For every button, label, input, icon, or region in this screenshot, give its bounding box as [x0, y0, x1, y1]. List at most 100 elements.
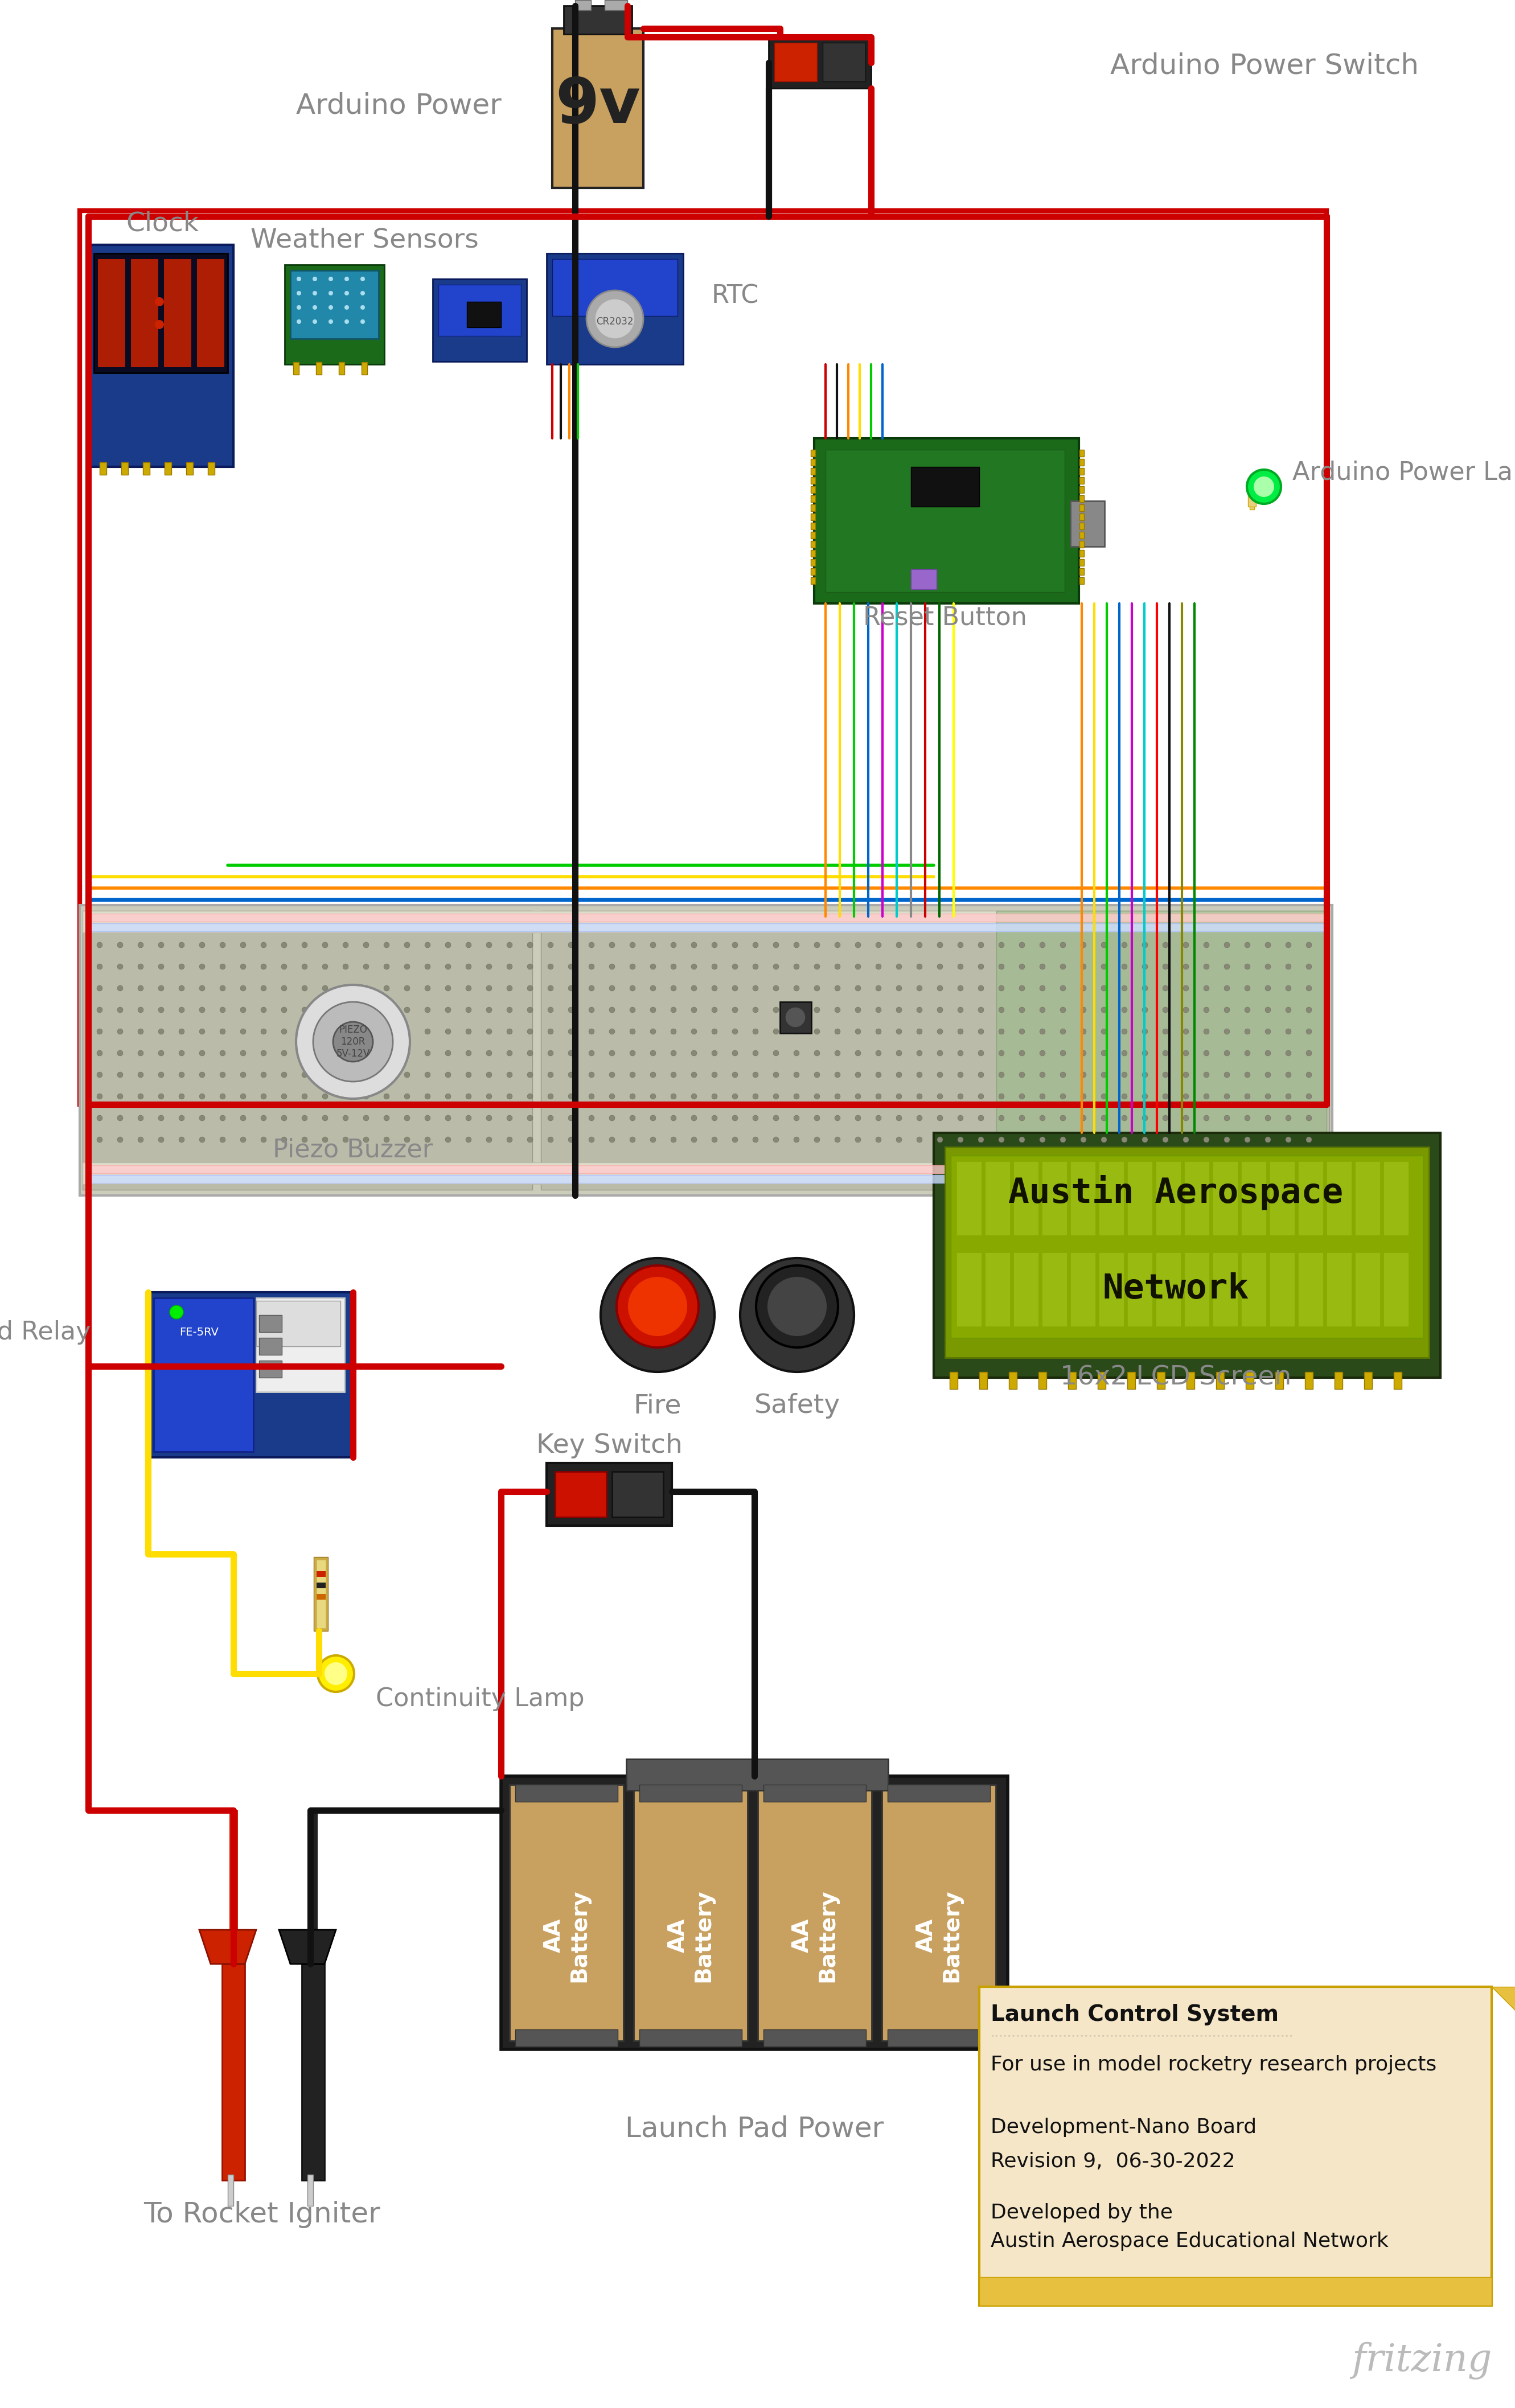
Circle shape — [506, 942, 512, 949]
Bar — [285, 265, 385, 364]
Circle shape — [998, 963, 1004, 970]
Circle shape — [1121, 1137, 1127, 1141]
Circle shape — [465, 1050, 471, 1057]
Circle shape — [753, 1050, 759, 1057]
Circle shape — [1060, 1072, 1065, 1079]
Bar — [564, 5, 632, 34]
Circle shape — [179, 1007, 185, 1014]
Bar — [1354, 1252, 1380, 1327]
Circle shape — [179, 985, 185, 992]
Circle shape — [383, 1137, 389, 1141]
Circle shape — [1244, 942, 1250, 949]
Circle shape — [200, 1115, 205, 1120]
Circle shape — [1121, 1115, 1127, 1120]
Circle shape — [876, 985, 882, 992]
Circle shape — [1286, 985, 1291, 992]
Circle shape — [938, 1137, 942, 1141]
Circle shape — [1020, 1115, 1024, 1120]
Circle shape — [1039, 963, 1045, 970]
Circle shape — [671, 1072, 676, 1079]
Bar — [956, 1161, 982, 1235]
Circle shape — [342, 1115, 348, 1120]
Circle shape — [1244, 1072, 1250, 1079]
Bar — [985, 1252, 1011, 1327]
Circle shape — [1039, 1050, 1045, 1057]
Circle shape — [1203, 942, 1209, 949]
Circle shape — [1286, 942, 1291, 949]
Circle shape — [301, 985, 308, 992]
Circle shape — [897, 1007, 901, 1014]
Circle shape — [301, 963, 308, 970]
Bar — [433, 279, 527, 361]
Circle shape — [323, 1072, 327, 1079]
Circle shape — [854, 1072, 861, 1079]
Circle shape — [794, 985, 800, 992]
Circle shape — [957, 1137, 964, 1141]
Bar — [811, 542, 815, 547]
Circle shape — [465, 1007, 471, 1014]
Bar — [780, 1002, 812, 1033]
Circle shape — [1183, 985, 1189, 992]
Circle shape — [506, 1072, 512, 1079]
Bar — [208, 462, 215, 474]
Circle shape — [979, 942, 983, 949]
Circle shape — [814, 1115, 820, 1120]
Circle shape — [486, 985, 492, 992]
Circle shape — [957, 1028, 964, 1035]
Circle shape — [568, 1007, 574, 1014]
Circle shape — [1020, 963, 1024, 970]
Circle shape — [138, 963, 144, 970]
Circle shape — [609, 1050, 615, 1057]
Circle shape — [486, 1007, 492, 1014]
Circle shape — [138, 942, 144, 949]
Circle shape — [486, 963, 492, 970]
Text: Arduino Power Switch: Arduino Power Switch — [1110, 53, 1418, 79]
Circle shape — [364, 1093, 370, 1100]
Bar — [547, 253, 683, 364]
Bar — [956, 1252, 982, 1327]
Circle shape — [1039, 1093, 1045, 1100]
Circle shape — [732, 963, 738, 970]
Circle shape — [445, 985, 451, 992]
Circle shape — [179, 1072, 185, 1079]
Circle shape — [445, 1093, 451, 1100]
Circle shape — [117, 1093, 123, 1100]
Circle shape — [200, 1007, 205, 1014]
Circle shape — [1101, 1137, 1107, 1141]
Bar — [98, 260, 126, 366]
Bar — [811, 549, 815, 556]
Circle shape — [1162, 1115, 1168, 1120]
Circle shape — [220, 1028, 226, 1035]
Circle shape — [424, 1115, 430, 1120]
Bar — [768, 36, 871, 89]
Circle shape — [220, 1050, 226, 1057]
Circle shape — [979, 1072, 983, 1079]
Circle shape — [741, 1257, 854, 1373]
Circle shape — [1306, 963, 1312, 970]
Circle shape — [876, 1093, 882, 1100]
Circle shape — [97, 963, 103, 970]
Circle shape — [117, 1007, 123, 1014]
Circle shape — [323, 1050, 327, 1057]
Circle shape — [897, 1072, 901, 1079]
Circle shape — [773, 985, 779, 992]
Bar — [317, 1570, 326, 1577]
Bar — [121, 462, 129, 474]
Circle shape — [650, 1115, 656, 1120]
Circle shape — [998, 1072, 1004, 1079]
Circle shape — [650, 1137, 656, 1141]
Circle shape — [1162, 1137, 1168, 1141]
Circle shape — [979, 1050, 983, 1057]
Circle shape — [200, 1093, 205, 1100]
Circle shape — [405, 1072, 411, 1079]
Circle shape — [629, 1276, 688, 1336]
Circle shape — [957, 1050, 964, 1057]
Circle shape — [938, 1072, 942, 1079]
Circle shape — [282, 963, 286, 970]
Circle shape — [609, 942, 615, 949]
Circle shape — [342, 1050, 348, 1057]
Circle shape — [329, 277, 333, 282]
Bar — [985, 1161, 1011, 1235]
Circle shape — [1060, 1050, 1065, 1057]
Circle shape — [1020, 985, 1024, 992]
